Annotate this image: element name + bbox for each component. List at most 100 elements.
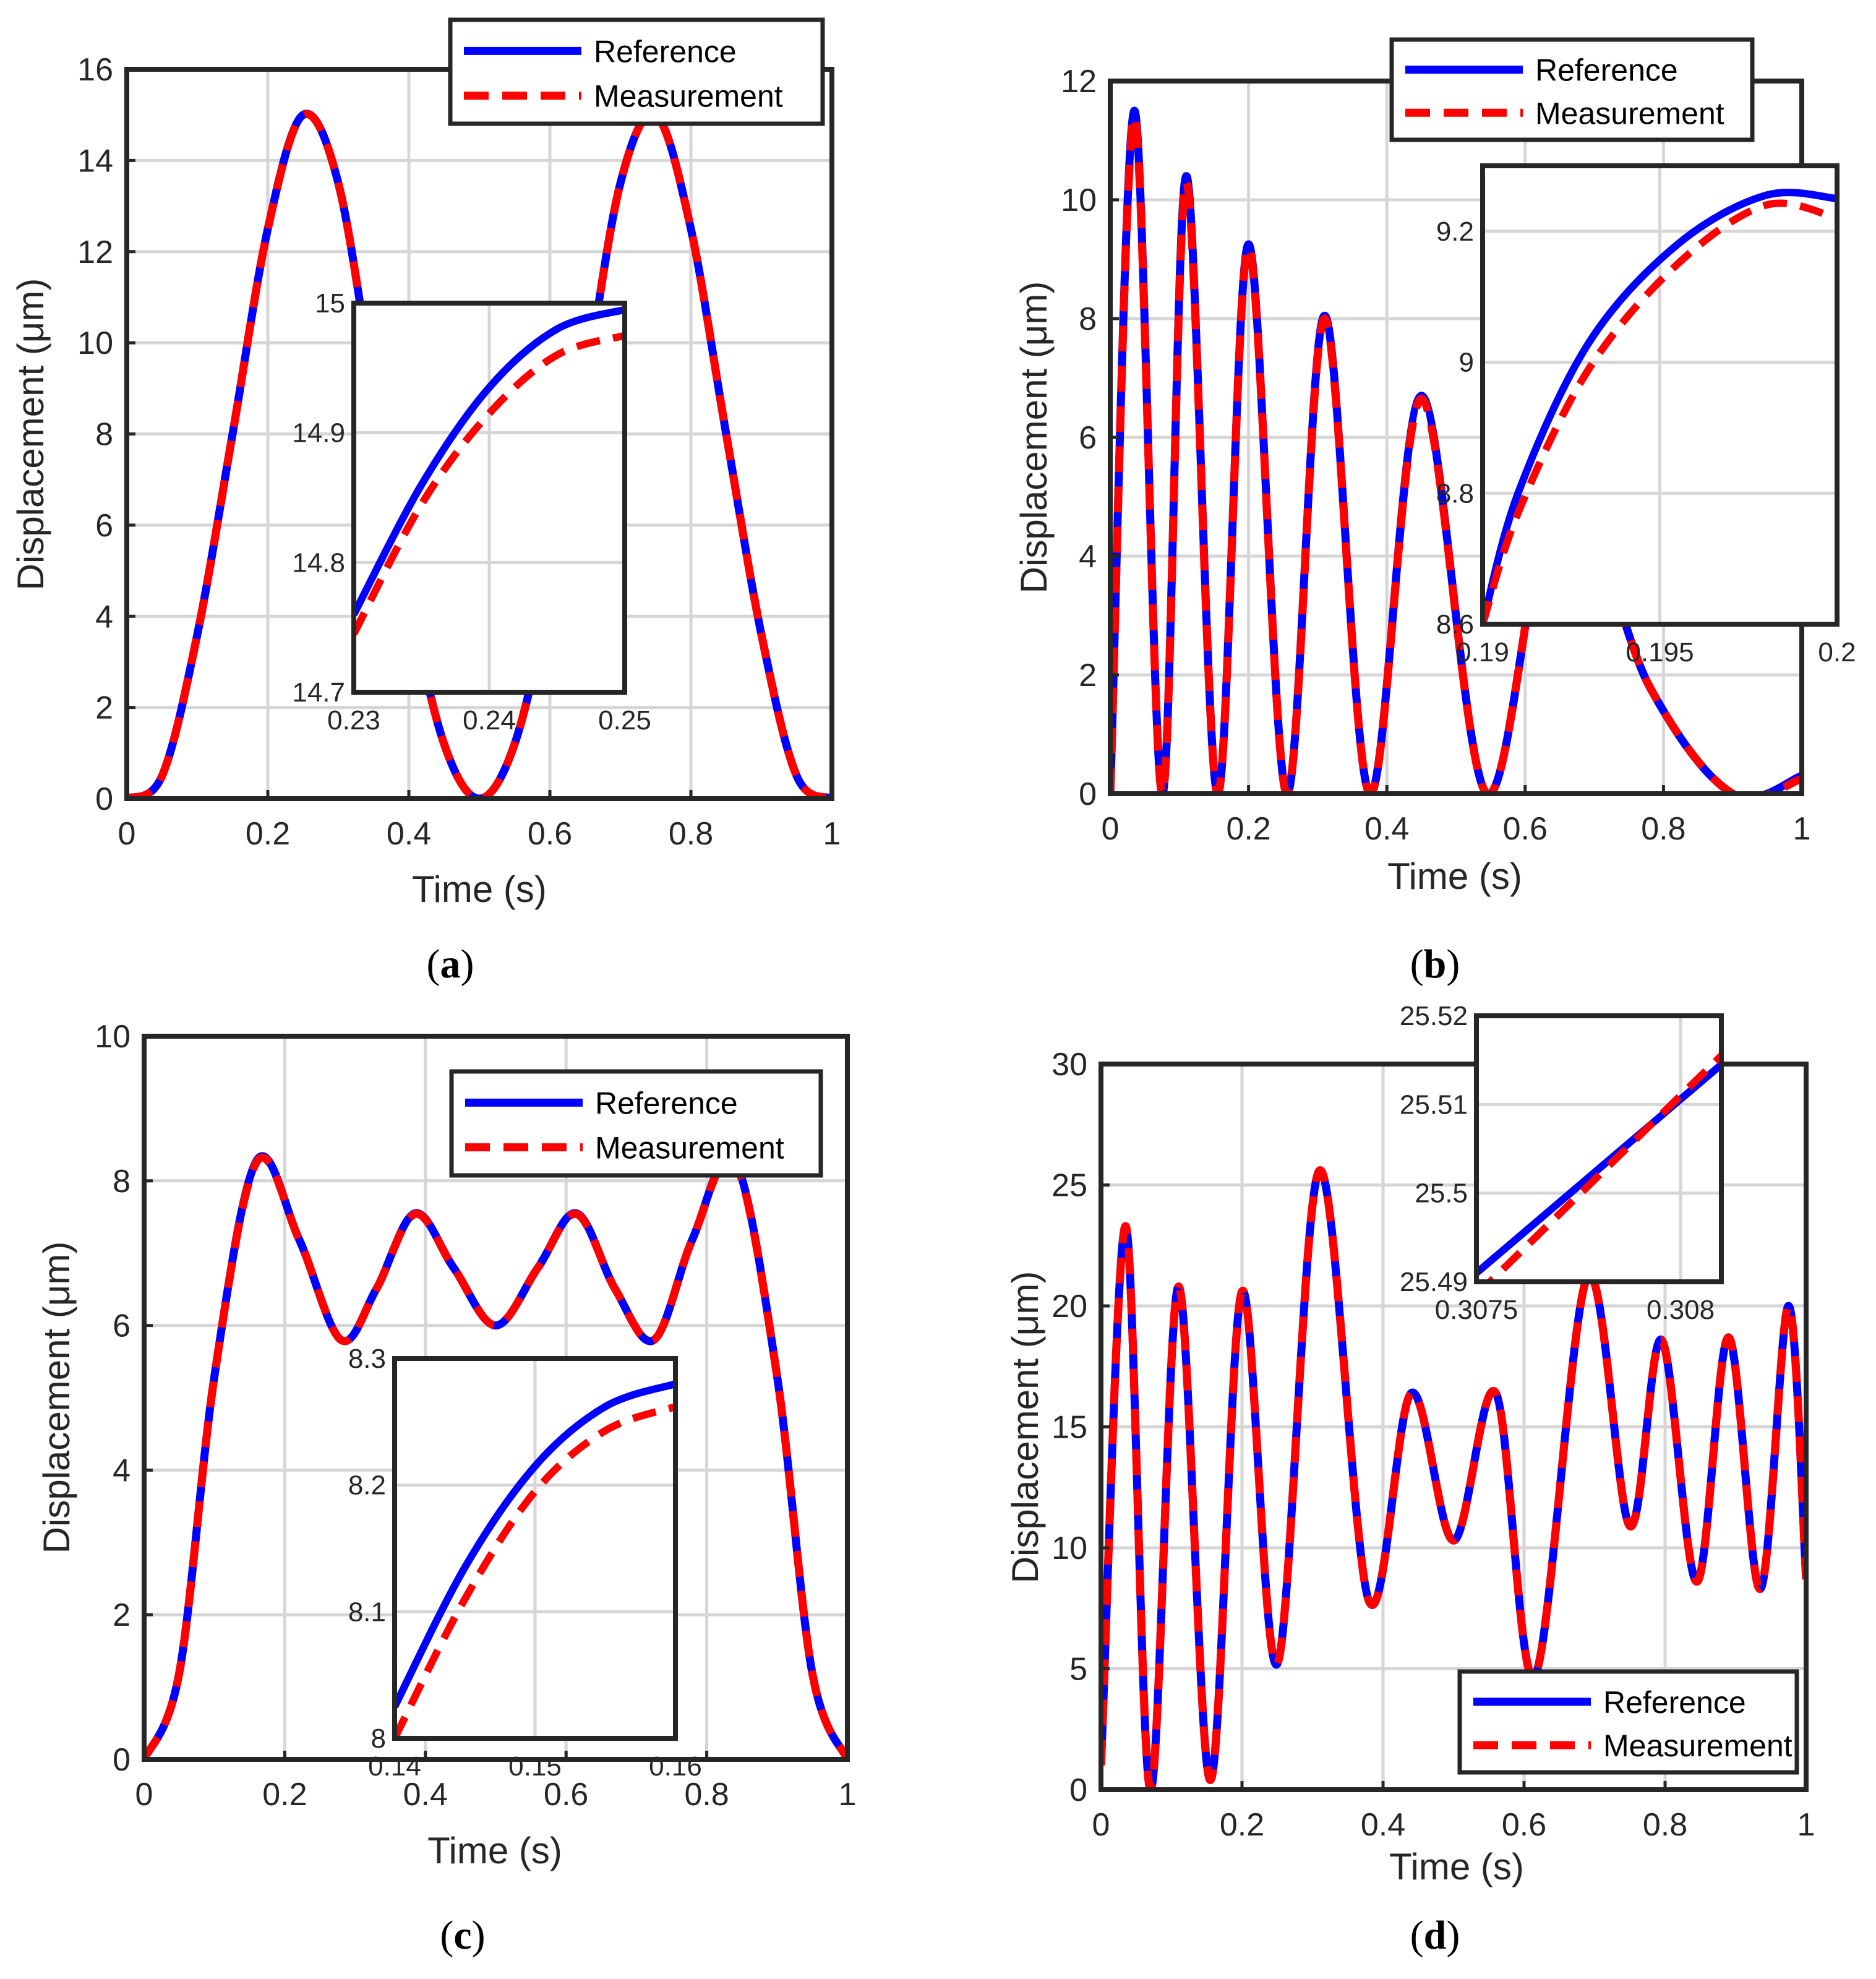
x-tick-label: 0 <box>1102 811 1120 847</box>
x-axis-label: Time (s) <box>1389 1846 1524 1887</box>
inset-y-tick-label: 9.2 <box>1436 217 1474 247</box>
x-tick-label: 1 <box>823 816 841 852</box>
inset-x-tick-label: 0.14 <box>368 1751 421 1782</box>
y-tick-label: 25 <box>1052 1168 1087 1204</box>
x-tick-label: 1 <box>1797 1807 1815 1843</box>
inset-series-reference <box>1476 1062 1721 1276</box>
x-tick-label: 0.2 <box>1226 811 1270 847</box>
legend-label-measurement: Measurement <box>594 79 783 114</box>
inset-y-tick-label: 25.5 <box>1415 1178 1468 1209</box>
caption-paren-open: ( <box>1410 1913 1424 1958</box>
inset-y-tick-label: 8 <box>371 1724 386 1754</box>
inset-x-tick-label: 0.25 <box>598 705 651 736</box>
x-axis-label: Time (s) <box>1387 856 1522 897</box>
inset-y-tick-label: 8.8 <box>1436 478 1474 509</box>
y-tick-label: 8 <box>95 417 113 453</box>
x-axis-label: Time (s) <box>427 1830 562 1871</box>
inset-series-measurement <box>354 332 625 636</box>
inset-frame <box>1474 1013 1724 1284</box>
main-series-reference <box>127 109 832 799</box>
x-tick-label: 0.4 <box>1361 1807 1405 1843</box>
y-tick-label: 6 <box>1079 420 1097 456</box>
y-tick-label: 0 <box>1069 1772 1087 1808</box>
y-tick-label: 2 <box>1079 658 1097 693</box>
caption-letter: b <box>1424 942 1447 987</box>
inset-series-reference <box>1483 189 1837 624</box>
panel-caption-d: (d) <box>1410 1913 1460 1958</box>
x-tick-label: 0 <box>1092 1807 1110 1843</box>
x-tick-label: 0.8 <box>1641 811 1685 847</box>
inset-a: 0.23 0.24 0.25 14.7 14.8 14.9 15 <box>292 288 651 736</box>
legend-label-reference: Reference <box>1535 53 1678 88</box>
caption-letter: a <box>440 942 461 987</box>
legend-b: Reference Measurement <box>1389 37 1755 142</box>
x-tick-label: 0.6 <box>1503 811 1548 847</box>
inset-x-tick-label: 0.2 <box>1818 637 1856 668</box>
caption-paren-close: ) <box>461 942 474 987</box>
inset-x-tick-label: 0.16 <box>649 1751 702 1782</box>
x-tick-label: 1 <box>839 1777 857 1813</box>
y-tick-label: 6 <box>95 508 113 544</box>
inset-y-tick-label: 14.9 <box>292 418 345 449</box>
y-axis-label: Displacement (μm) <box>10 278 51 591</box>
y-tick-label: 10 <box>77 325 113 361</box>
y-axis-label: Displacement (μm) <box>1004 1271 1046 1584</box>
inset-series-measurement <box>1483 199 1837 624</box>
y-tick-label: 8 <box>1079 301 1097 337</box>
y-tick-label: 12 <box>77 234 113 270</box>
y-tick-label: 10 <box>1061 182 1097 218</box>
panel-caption-c: (c) <box>440 1913 485 1958</box>
legend-a: Reference Measurement <box>448 17 825 126</box>
inset-y-tick-label: 25.49 <box>1400 1267 1468 1297</box>
inset-x-tick-label: 0.15 <box>508 1751 562 1782</box>
inset-x-tick-label: 0.195 <box>1625 637 1694 668</box>
y-tick-label: 10 <box>1052 1530 1087 1566</box>
inset-c: 0.14 0.15 0.16 8 8.1 8.2 8.3 <box>348 1344 702 1782</box>
legend-box <box>449 1069 823 1178</box>
inset-y-tick-label: 25.51 <box>1400 1089 1468 1120</box>
y-tick-label: 0 <box>1079 776 1097 812</box>
inset-frame <box>392 1356 678 1741</box>
y-tick-label: 4 <box>113 1453 131 1488</box>
caption-letter: c <box>453 1913 471 1958</box>
inset-y-tick-label: 14.8 <box>292 547 345 578</box>
inset-y-tick-label: 8.2 <box>348 1470 386 1501</box>
y-axis-label: Displacement (μm) <box>36 1242 77 1554</box>
inset-series-measurement <box>1484 1053 1721 1282</box>
x-tick-label: 0.8 <box>1643 1807 1687 1843</box>
x-tick-label: 0.6 <box>544 1777 588 1813</box>
y-tick-label: 4 <box>1079 539 1097 575</box>
inset-b: 0.19 0.195 0.2 8.6 8.8 9 9.2 <box>1436 163 1856 668</box>
inset-y-tick-label: 8.1 <box>348 1597 386 1627</box>
legend-label-measurement: Measurement <box>595 1131 784 1166</box>
caption-letter: d <box>1424 1913 1447 1958</box>
caption-paren-open: ( <box>440 1913 453 1958</box>
inset-y-tick-label: 14.7 <box>292 677 345 708</box>
y-tick-label: 5 <box>1069 1652 1087 1688</box>
x-axis-label: Time (s) <box>412 869 547 910</box>
caption-paren-open: ( <box>1410 942 1424 987</box>
y-tick-label: 10 <box>95 1019 131 1055</box>
main-series-measurement <box>1110 113 1802 794</box>
panel-caption-b: (b) <box>1410 942 1460 987</box>
y-tick-label: 4 <box>95 599 113 635</box>
y-tick-label: 20 <box>1052 1289 1087 1324</box>
legend-label-reference: Reference <box>1603 1685 1746 1720</box>
legend-label-reference: Reference <box>594 34 737 69</box>
y-tick-label: 15 <box>1052 1410 1087 1446</box>
x-tick-label: 0.4 <box>387 816 431 852</box>
x-tick-label: 1 <box>1793 811 1811 847</box>
x-tick-label: 0 <box>118 816 136 852</box>
inset-y-tick-label: 9 <box>1459 348 1474 378</box>
inset-x-tick-label: 0.3075 <box>1435 1295 1518 1325</box>
x-tick-label: 0 <box>135 1777 153 1813</box>
caption-paren-close: ) <box>472 1913 486 1958</box>
legend-label-reference: Reference <box>595 1086 738 1120</box>
inset-y-tick-label: 25.52 <box>1400 1001 1468 1031</box>
y-tick-label: 16 <box>77 52 113 88</box>
x-tick-label: 0.8 <box>684 1777 729 1813</box>
inset-frame <box>1480 163 1840 627</box>
